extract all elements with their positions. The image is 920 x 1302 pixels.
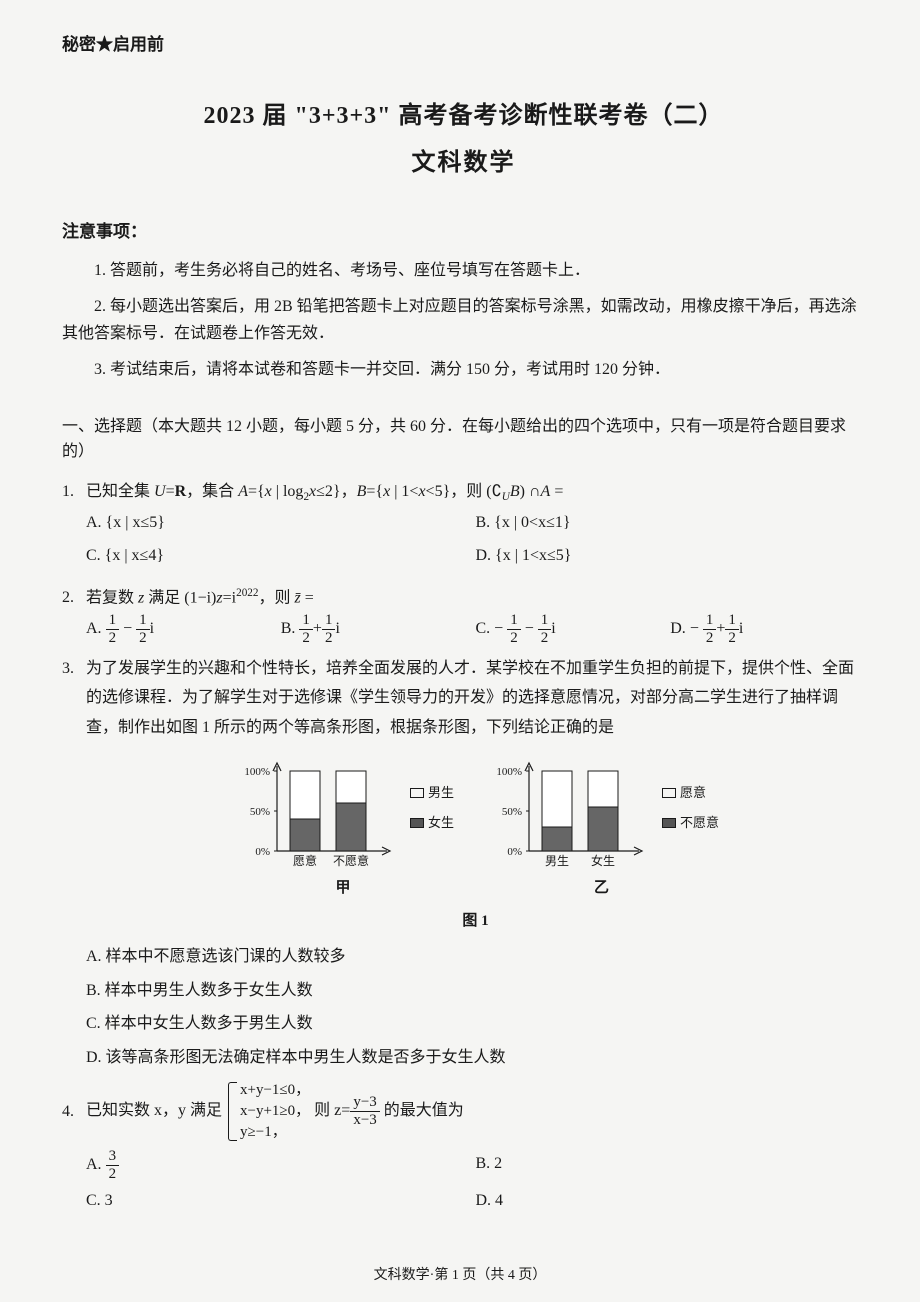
yi-cat-1: 男生 bbox=[545, 854, 569, 868]
question-2: 2. 若复数 z 满足 (1−i)z=i2022，则 z̄ = A. 12 − … bbox=[62, 583, 865, 646]
legend-box-male bbox=[410, 788, 424, 798]
q1-option-b: B. {x | 0<x≤1} bbox=[476, 508, 866, 538]
q2-stem: 若复数 z 满足 (1−i)z=i2022，则 z̄ = bbox=[86, 583, 865, 613]
notice-item-3: 3. 考试结束后，请将本试卷和答题卡一并交回．满分 150 分，考试用时 120… bbox=[62, 357, 865, 383]
question-1: 1. 已知全集 U=R，集合 A={x | log2x≤2}，B={x | 1<… bbox=[62, 477, 865, 575]
q2-d-label: D. bbox=[670, 620, 690, 637]
notice-header: 注意事项： bbox=[62, 217, 865, 242]
q1-option-c: C. {x | x≤4} bbox=[86, 541, 476, 571]
q4-frac-den: x−3 bbox=[350, 1112, 379, 1128]
q2-number: 2. bbox=[62, 583, 86, 613]
section-header: 一、选择题（本大题共 12 小题，每小题 5 分，共 60 分．在每小题给出的四… bbox=[62, 414, 865, 465]
title-line-1: 2023 届 "3+3+3" 高考备考诊断性联考卷（二） bbox=[62, 95, 865, 130]
title-line-2: 文科数学 bbox=[62, 142, 865, 177]
q1-option-a: A. {x | x≤5} bbox=[86, 508, 476, 538]
q4-stem-end: 的最大值为 bbox=[380, 1103, 464, 1120]
legend-box-female bbox=[410, 818, 424, 828]
yi-ytick-50: 50% bbox=[502, 806, 522, 818]
q4-sys-3: y≥−1， bbox=[240, 1122, 310, 1143]
yi-cat-2: 女生 bbox=[591, 853, 615, 868]
question-4: 4. 已知实数 x，y 满足 x+y−1≤0， x−y+1≥0， y≥−1， 则… bbox=[62, 1080, 865, 1220]
legend-box-willing bbox=[662, 788, 676, 798]
yi-legend-2: 不愿意 bbox=[680, 811, 719, 835]
q2-c-label: C. bbox=[476, 620, 495, 637]
q4-option-d: D. 4 bbox=[476, 1186, 866, 1216]
chart-jia-legend: 男生 女生 bbox=[410, 781, 454, 835]
yi-ytick-100: 100% bbox=[496, 766, 522, 778]
q3-option-b: B. 样本中男生人数多于女生人数 bbox=[86, 976, 865, 1006]
q4-option-b: B. 2 bbox=[476, 1149, 866, 1182]
jia-ytick-50: 50% bbox=[250, 806, 270, 818]
charts-container: 0% 50% 100% 愿意 不愿意 男生 女生 bbox=[62, 751, 865, 937]
q1-stem: 已知全集 U=R，集合 A={x | log2x≤2}，B={x | 1<x<5… bbox=[86, 477, 865, 508]
yi-ytick-0: 0% bbox=[507, 846, 522, 858]
q3-option-a: A. 样本中不愿意选该门课的人数较多 bbox=[86, 942, 865, 972]
question-3: 3. 为了发展学生的兴趣和个性特长，培养全面发展的人才．某学校在不加重学生负担的… bbox=[62, 654, 865, 1073]
confidential-label: 秘密★启用前 bbox=[62, 30, 865, 55]
q2-option-d: D. − 12+12i bbox=[670, 613, 865, 646]
q4-frac-num: y−3 bbox=[350, 1095, 379, 1112]
q3-option-c: C. 样本中女生人数多于男生人数 bbox=[86, 1009, 865, 1039]
jia-legend-2: 女生 bbox=[428, 811, 454, 835]
q3-number: 3. bbox=[62, 654, 86, 684]
notice-item-1: 1. 答题前，考生务必将自己的姓名、考场号、座位号填写在答题卡上． bbox=[62, 258, 865, 284]
q4-sys-1: x+y−1≤0， bbox=[240, 1080, 310, 1101]
q2-a-label: A. bbox=[86, 620, 106, 637]
legend-box-unwilling bbox=[662, 818, 676, 828]
chart-jia-caption: 甲 bbox=[232, 875, 454, 903]
q4-system: x+y−1≤0， x−y+1≥0， y≥−1， bbox=[226, 1080, 310, 1143]
section-header-text: 一、选择题（本大题共 12 小题，每小题 5 分，共 60 分．在每小题给出的四… bbox=[62, 418, 846, 461]
q3-stem: 为了发展学生的兴趣和个性特长，培养全面发展的人才．某学校在不加重学生负担的前提下… bbox=[86, 654, 865, 743]
q2-option-c: C. − 12 − 12i bbox=[476, 613, 671, 646]
jia-ytick-0: 0% bbox=[255, 846, 270, 858]
jia-cat-2: 不愿意 bbox=[333, 853, 369, 868]
jia-ytick-100: 100% bbox=[244, 766, 270, 778]
q1-number: 1. bbox=[62, 477, 86, 507]
q4-stem-pre: 已知实数 x，y 满足 bbox=[86, 1103, 222, 1120]
q4-stem: 已知实数 x，y 满足 x+y−1≤0， x−y+1≥0， y≥−1， 则 z=… bbox=[86, 1080, 865, 1143]
q4-sys-2: x−y+1≥0， bbox=[240, 1101, 310, 1122]
chart-yi-wrap: 0% 50% 100% 男生 女生 愿意 不愿意 bbox=[484, 751, 719, 903]
chart-jia-wrap: 0% 50% 100% 愿意 不愿意 男生 女生 bbox=[232, 751, 454, 903]
page-footer: 文科数学·第 1 页（共 4 页） bbox=[0, 1264, 920, 1284]
q1-option-d: D. {x | 1<x≤5} bbox=[476, 541, 866, 571]
chart-yi: 0% 50% 100% 男生 女生 bbox=[484, 751, 654, 871]
q3-option-d: D. 该等高条形图无法确定样本中男生人数是否多于女生人数 bbox=[86, 1043, 865, 1073]
notice-item-2: 2. 每小题选出答案后，用 2B 铅笔把答题卡上对应题目的答案标号涂黑，如需改动… bbox=[62, 294, 865, 347]
chart-yi-caption: 乙 bbox=[484, 875, 719, 903]
q4-number: 4. bbox=[62, 1097, 86, 1127]
q4-option-a: A. 32 bbox=[86, 1149, 476, 1182]
jia-legend-1: 男生 bbox=[428, 781, 454, 805]
q2-option-a: A. 12 − 12i bbox=[86, 613, 281, 646]
q4-stem-post: 则 z= bbox=[314, 1103, 350, 1120]
yi-legend-1: 愿意 bbox=[680, 781, 706, 805]
chart-yi-legend: 愿意 不愿意 bbox=[662, 781, 719, 835]
q4-a-label: A. bbox=[86, 1157, 106, 1174]
q4-option-c: C. 3 bbox=[86, 1186, 476, 1216]
figure-caption: 图 1 bbox=[86, 908, 865, 936]
jia-cat-1: 愿意 bbox=[293, 853, 317, 868]
q2-b-label: B. bbox=[281, 620, 300, 637]
chart-jia: 0% 50% 100% 愿意 不愿意 bbox=[232, 751, 402, 871]
q2-option-b: B. 12+12i bbox=[281, 613, 476, 646]
